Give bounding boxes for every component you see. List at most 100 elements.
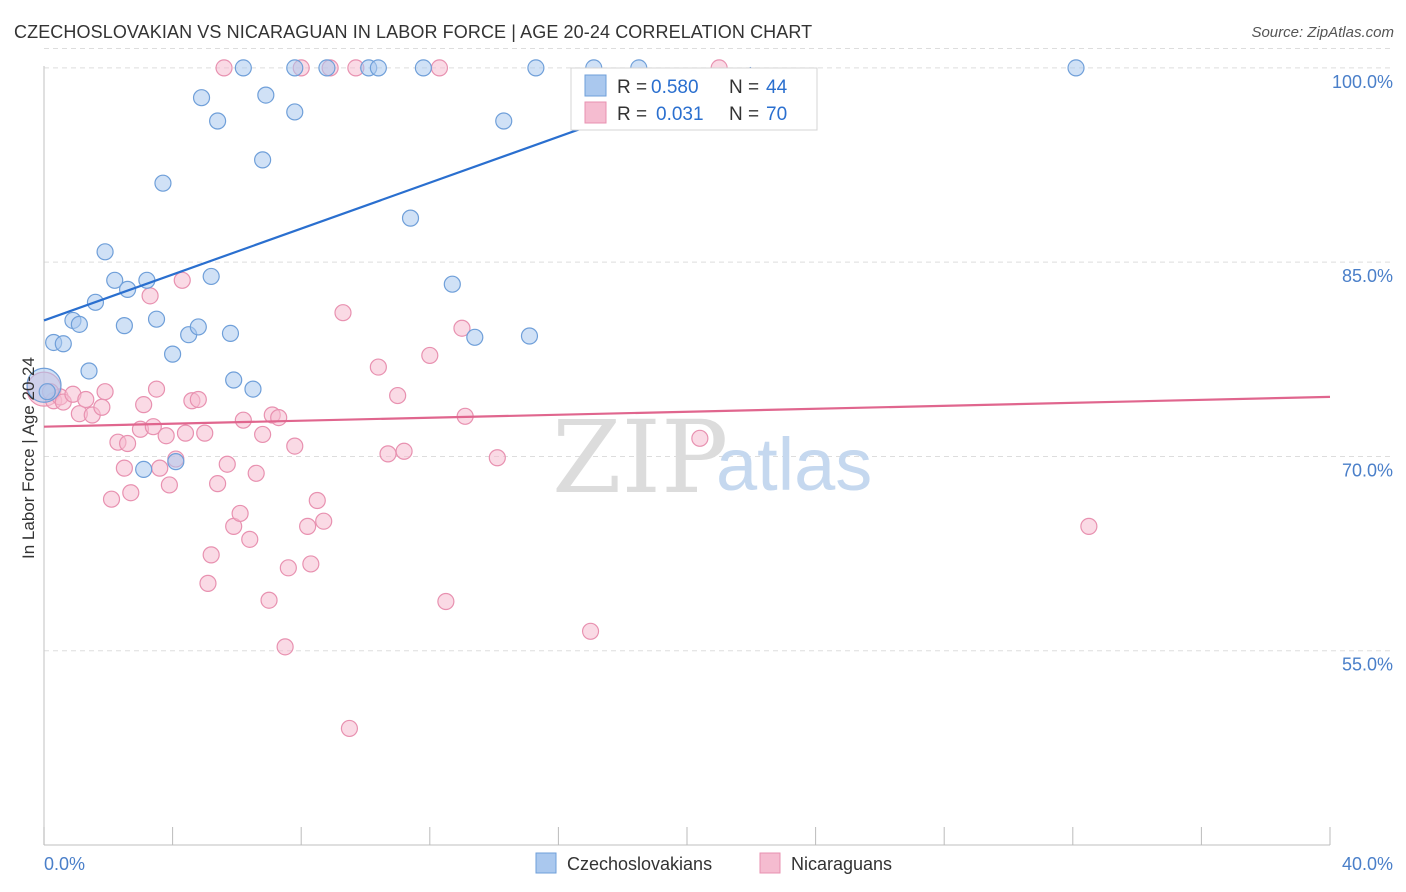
czechoslovakians-point — [118, 280, 137, 298]
stats-swatch-pink — [584, 101, 607, 124]
czechoslovakians-point — [221, 324, 240, 343]
stats-n-value-blue: 44 — [766, 77, 788, 98]
czechoslovakians-point — [54, 335, 72, 353]
nicaraguans-point — [102, 490, 121, 508]
stats-r-label-pink: R = — [617, 104, 647, 125]
nicaraguans-point — [115, 459, 133, 477]
czechoslovakians-point — [96, 243, 114, 261]
legend: Czechoslovakians Nicaraguans — [535, 852, 892, 874]
nicaraguans-point — [437, 592, 455, 611]
nicaraguans-point — [276, 638, 294, 656]
nicaraguans-point — [135, 396, 153, 414]
czechoslovakians-point — [318, 59, 336, 77]
czechoslovakians-point — [106, 271, 124, 289]
czechoslovakians-point — [1067, 59, 1085, 77]
chart-title: CZECHOSLOVAKIAN VS NICARAGUAN IN LABOR F… — [14, 22, 813, 42]
czechoslovakians-point — [286, 59, 304, 77]
y-tick-label-100: 100.0% — [1332, 72, 1393, 92]
y-tick-label-85: 85.0% — [1342, 266, 1393, 286]
nicaraguans-point — [691, 429, 709, 447]
czechoslovakians-point — [115, 317, 133, 335]
source-credit: Source: ZipAtlas.com — [1251, 24, 1394, 41]
y-tick-labels: 55.0% 70.0% 85.0% 100.0% — [1332, 72, 1393, 675]
nicaraguans-point — [488, 449, 506, 467]
nicaraguans-point — [151, 459, 169, 477]
nicaraguans-point — [270, 408, 288, 427]
stats-r-value-pink: 0.031 — [656, 104, 704, 125]
stats-swatch-blue — [584, 74, 607, 97]
czechoslovakians-point — [520, 327, 539, 345]
watermark-atlas: atlas — [716, 423, 872, 506]
watermark: ZIP atlas — [552, 399, 872, 516]
czechoslovakians-point — [466, 328, 484, 346]
y-tick-label-70: 70.0% — [1342, 460, 1393, 480]
czechoslovakians-point — [38, 383, 56, 401]
nicaraguans-point — [122, 484, 140, 502]
nicaraguans-point — [234, 411, 252, 429]
nicaraguans-point — [389, 386, 407, 405]
nicaraguans-point — [286, 437, 304, 455]
nicaraguans-point — [176, 424, 195, 442]
czechoslovakians-point — [244, 380, 262, 398]
nicaraguans-point — [196, 424, 214, 442]
nicaraguans-point — [247, 464, 265, 482]
nicaraguans-point — [144, 418, 162, 436]
nicaraguans-point — [241, 530, 259, 548]
czechoslovakians-point — [401, 209, 420, 227]
czechoslovakians-point — [254, 151, 272, 169]
nicaraguans-point — [215, 59, 233, 77]
nicaraguans-point — [254, 425, 272, 444]
legend-swatch-czechoslovakians — [535, 852, 557, 874]
czechoslovakians-point — [286, 103, 304, 121]
nicaraguans-point — [421, 346, 439, 365]
nicaraguans-point — [202, 546, 220, 564]
stats-n-label-pink: N = — [729, 104, 759, 125]
stats-r-label-blue: R = — [617, 77, 647, 98]
nicaraguans-point — [218, 455, 236, 473]
czechoslovakians-point — [257, 86, 275, 104]
nicaraguans-point — [453, 319, 471, 337]
legend-label-czechoslovakians: Czechoslovakians — [567, 854, 712, 874]
nicaraguans-trendline — [43, 395, 1331, 428]
czechoslovakians-point — [369, 59, 387, 77]
czechoslovakians-point — [225, 371, 243, 389]
nicaraguans-point — [340, 719, 359, 738]
stats-n-label-blue: N = — [729, 77, 759, 98]
gridlines — [44, 47, 1393, 652]
x-tick-label-min: 0.0% — [44, 854, 85, 874]
czechoslovakians-point — [414, 59, 432, 77]
watermark-zip: ZIP — [552, 399, 728, 516]
czechoslovakians-point — [147, 310, 166, 328]
nicaraguans-point — [209, 475, 227, 493]
nicaraguans-point — [157, 427, 175, 445]
czechoslovakians-point — [135, 460, 153, 479]
nicaraguans-point — [395, 442, 413, 460]
nicaraguans-point — [77, 390, 95, 409]
legend-swatch-nicaraguans — [759, 852, 781, 874]
nicaraguans-point — [231, 504, 249, 523]
stats-box-frame — [570, 67, 818, 131]
nicaraguans-point — [1080, 517, 1098, 535]
czechoslovakians-point — [202, 267, 220, 286]
czechoslovakians-point — [209, 112, 227, 130]
czechoslovakians-point — [527, 59, 545, 77]
y-axis-label: In Labor Force | Age 20-24 — [19, 357, 38, 559]
nicaraguans-point — [96, 383, 114, 401]
nicaraguans-point — [147, 380, 166, 398]
legend-label-nicaraguans: Nicaraguans — [791, 854, 892, 874]
nicaraguans-point — [379, 445, 397, 463]
czechoslovakians-point — [70, 315, 88, 333]
czechoslovakians-points — [26, 59, 1085, 479]
y-tick-label-55: 55.0% — [1342, 655, 1393, 675]
stats-r-value-blue: 0.580 — [651, 77, 699, 98]
nicaraguans-point — [334, 304, 352, 322]
nicaraguans-point — [118, 434, 137, 453]
nicaraguans-point — [260, 591, 278, 609]
nicaraguans-point — [160, 476, 178, 494]
nicaraguans-point — [581, 622, 600, 640]
nicaraguans-point — [189, 390, 207, 409]
nicaraguans-point — [302, 555, 320, 573]
nicaraguans-point — [199, 574, 217, 592]
czechoslovakians-point — [495, 112, 513, 130]
